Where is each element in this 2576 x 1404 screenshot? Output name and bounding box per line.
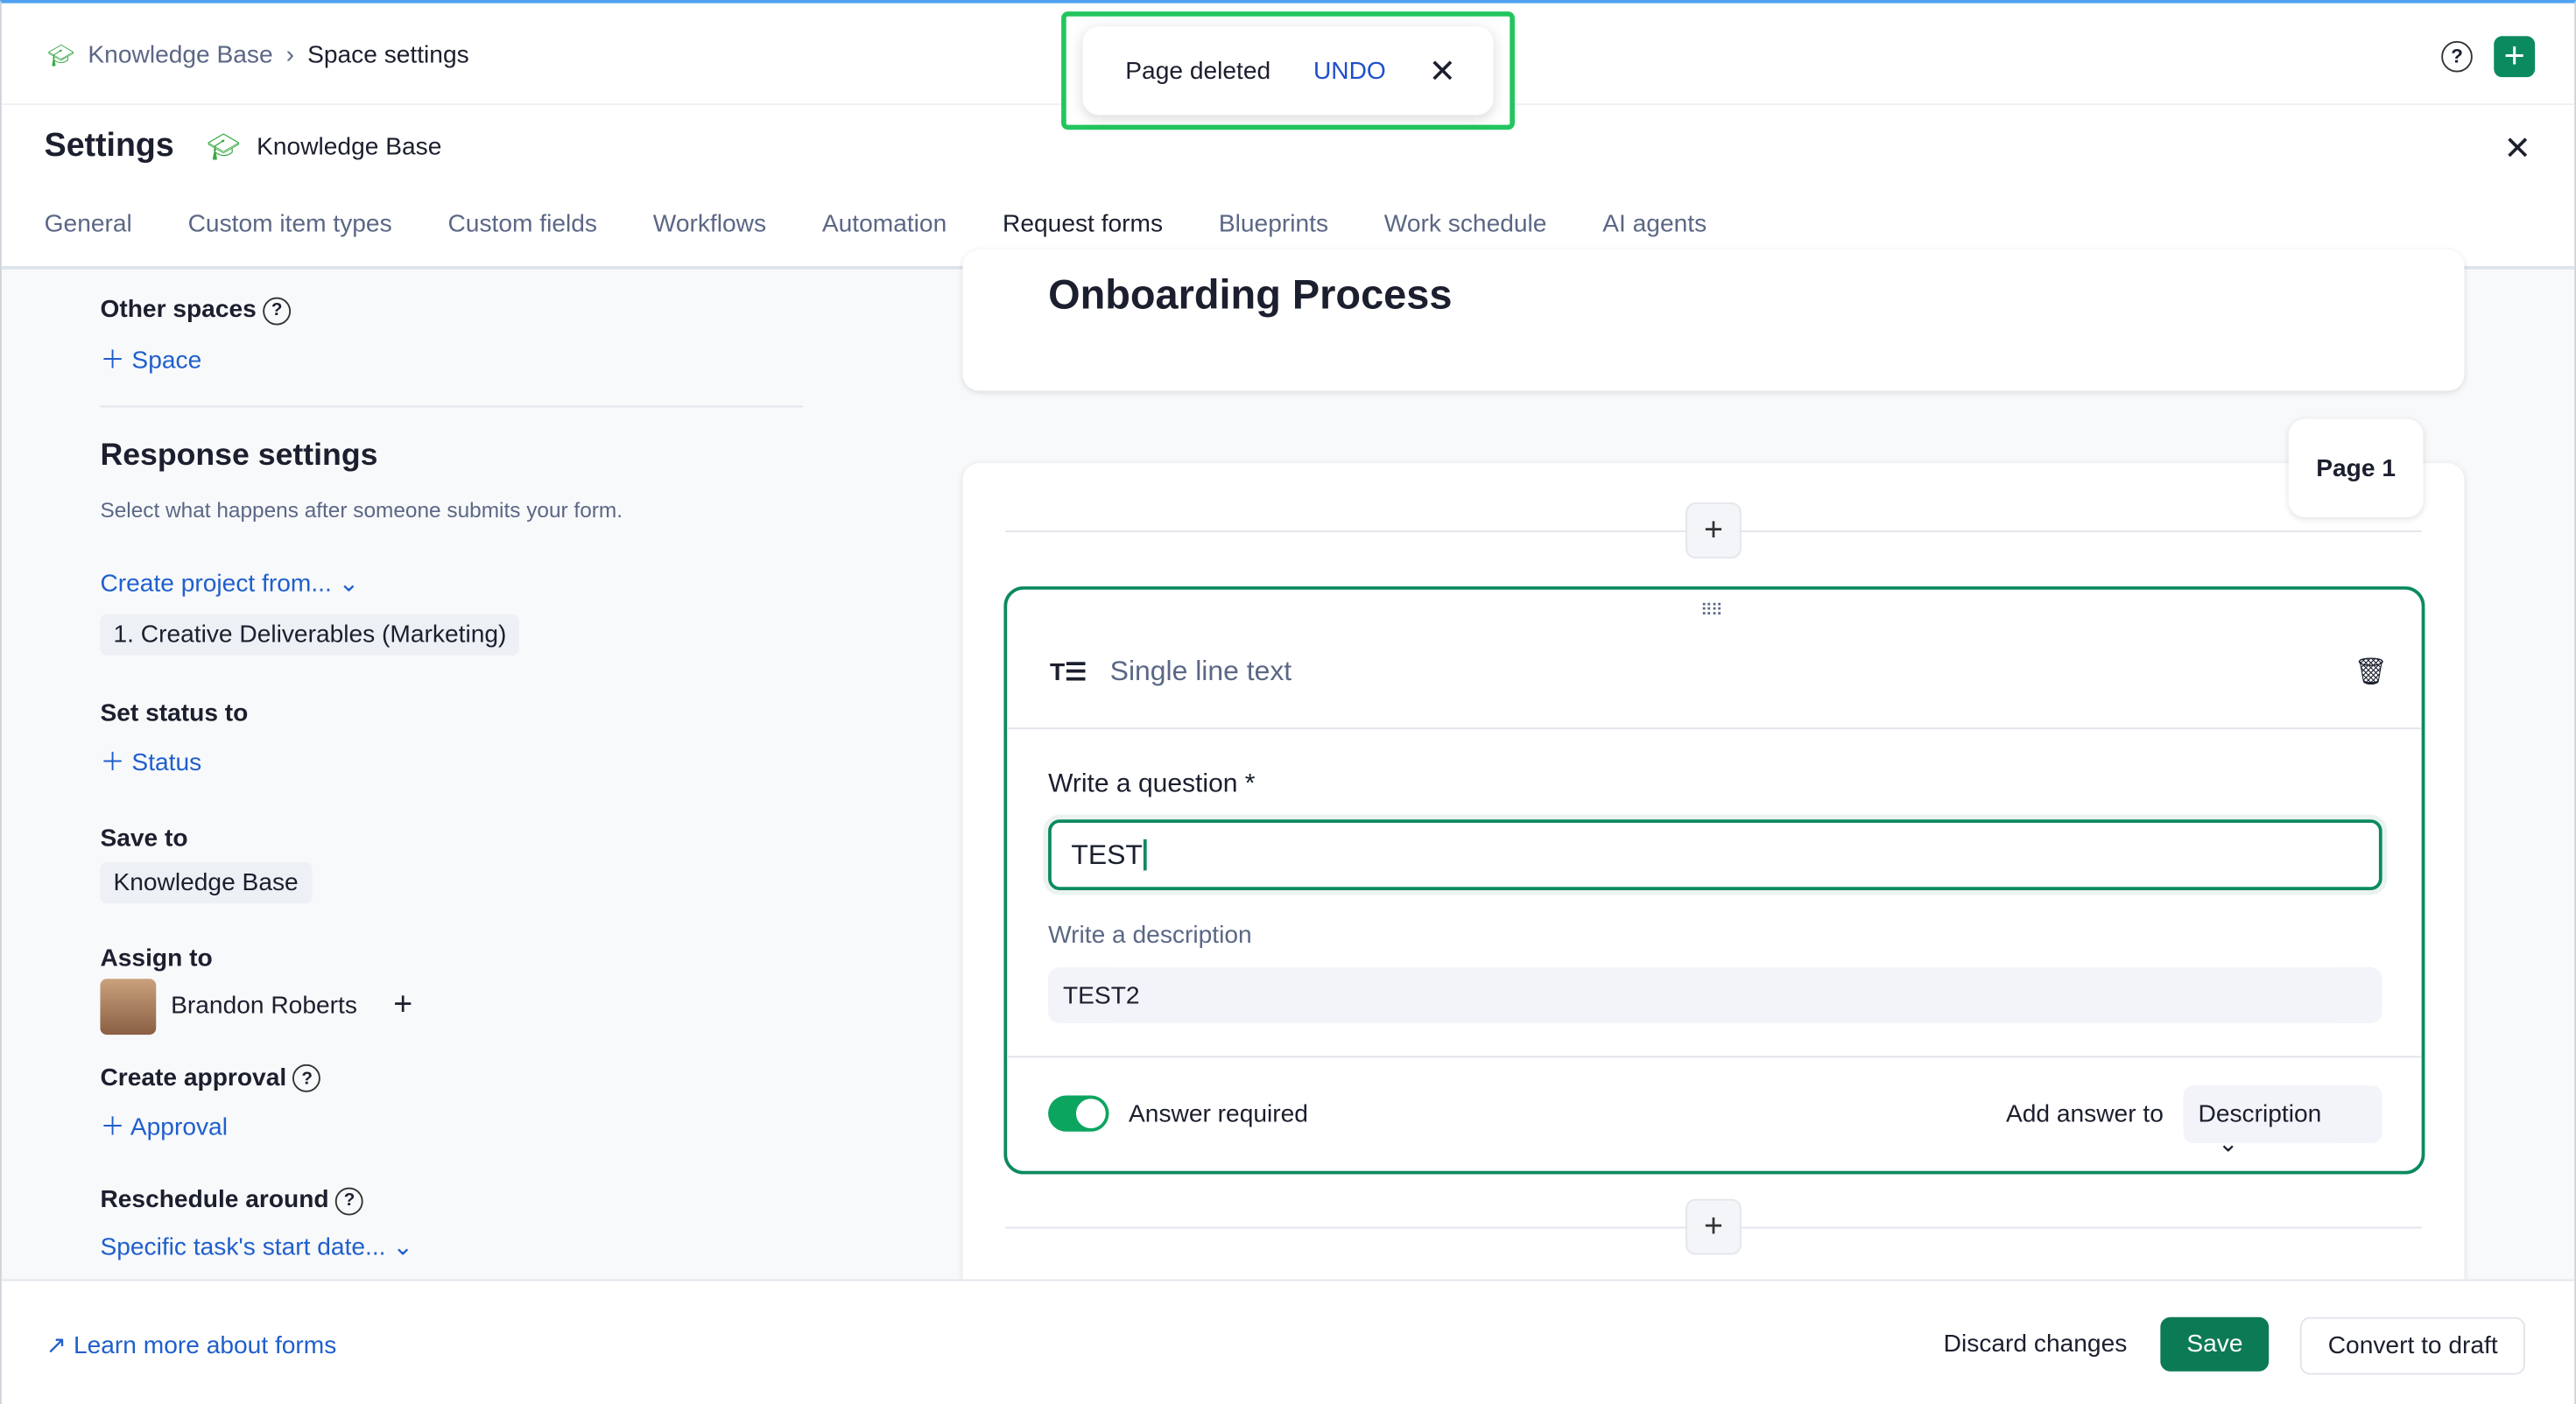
help-icon: ?	[335, 1186, 364, 1215]
discard-button[interactable]: Discard changes	[1943, 1330, 2128, 1358]
tab-blueprints[interactable]: Blueprints	[1218, 210, 1329, 239]
response-settings-title: Response settings	[100, 438, 378, 473]
description-input[interactable]: TEST2	[1048, 967, 2382, 1023]
tab-work-schedule[interactable]: Work schedule	[1383, 210, 1547, 239]
answer-required-toggle[interactable]	[1048, 1095, 1109, 1132]
tab-automation[interactable]: Automation	[821, 210, 947, 239]
tab-workflows[interactable]: Workflows	[652, 210, 767, 239]
space-name: Knowledge Base	[257, 132, 442, 161]
tab-custom-fields[interactable]: Custom fields	[447, 210, 597, 239]
page-tab[interactable]: Page 1	[2288, 418, 2424, 518]
external-link-icon: ↗︎	[46, 1331, 67, 1360]
footer: ↗︎ Learn more about forms Discard change…	[1, 1279, 2575, 1404]
close-settings-button[interactable]: ✕	[2503, 131, 2531, 168]
chevron-right-icon: ›	[285, 40, 295, 69]
assignee-name: Brandon Roberts	[171, 992, 357, 1021]
graduation-cap-icon: 🎓︎	[207, 133, 241, 162]
description-label: Write a description	[1048, 921, 1252, 950]
tab-ai-agents[interactable]: AI agents	[1602, 210, 1707, 239]
learn-more-link[interactable]: ↗︎ Learn more about forms	[46, 1331, 337, 1360]
graduation-cap-icon: 🎓︎	[47, 41, 75, 67]
add-answer-to-label: Add answer to	[2005, 1100, 2164, 1129]
save-to-chip[interactable]: Knowledge Base	[100, 861, 312, 903]
divider	[100, 404, 804, 407]
reschedule-label: Reschedule around?	[100, 1186, 803, 1215]
reschedule-dropdown[interactable]: Specific task's start date... ⌄	[100, 1232, 413, 1261]
text-field-icon: T☰	[1049, 658, 1087, 687]
convert-to-draft-button[interactable]: Convert to draft	[2299, 1316, 2526, 1375]
add-approval-link[interactable]: ＋ Approval	[100, 1113, 228, 1142]
left-panel: Other spaces? ＋ Space Response settings …	[100, 296, 804, 1261]
add-button[interactable]: +	[2494, 35, 2536, 78]
create-approval-label: Create approval?	[100, 1064, 803, 1092]
drag-handle-icon[interactable]: ⠿⠿	[1700, 602, 1723, 621]
save-to-label: Save to	[100, 824, 188, 852]
trash-icon[interactable]: 🗑︎	[2354, 658, 2388, 687]
form-title[interactable]: Onboarding Process	[1048, 272, 1453, 319]
chevron-down-icon: ⌄	[2218, 1129, 2239, 1158]
toast-message: Page deleted	[1125, 56, 1271, 85]
form-title-card: Onboarding Process	[962, 249, 2465, 391]
question-input[interactable]: TEST	[1048, 819, 2382, 890]
add-question-button[interactable]: +	[1686, 1198, 1742, 1255]
other-spaces-label: Other spaces?	[100, 296, 803, 325]
tab-general[interactable]: General	[44, 210, 132, 239]
close-icon[interactable]: ✕	[1428, 53, 1457, 90]
add-answer-to-dropdown[interactable]: Description ⌄	[2183, 1085, 2382, 1158]
help-icon: ?	[292, 1064, 321, 1092]
answer-required-label: Answer required	[1129, 1100, 1308, 1129]
create-project-dropdown[interactable]: Create project from... ⌄	[100, 569, 360, 598]
question-card: ⠿⠿ T☰ Single line text 🗑︎ Write a questi…	[1003, 586, 2425, 1175]
project-chip[interactable]: 1. Creative Deliverables (Marketing)	[100, 613, 520, 655]
assign-to-label: Assign to	[100, 943, 213, 972]
toast: Page deleted UNDO ✕	[1061, 11, 1515, 130]
tab-custom-item-types[interactable]: Custom item types	[187, 210, 392, 239]
tab-bar: General Custom item types Custom fields Wor…	[45, 210, 1707, 263]
add-assignee-icon[interactable]: +	[393, 986, 413, 1023]
response-settings-desc: Select what happens after someone submit…	[100, 496, 623, 522]
save-button[interactable]: Save	[2160, 1316, 2270, 1372]
add-question-button[interactable]: +	[1686, 502, 1742, 558]
undo-button[interactable]: UNDO	[1313, 56, 1386, 85]
help-icon: ?	[263, 296, 292, 325]
help-button[interactable]: ?	[2441, 40, 2473, 73]
breadcrumb-current: Space settings	[307, 40, 469, 69]
avatar	[100, 978, 157, 1035]
add-space-link[interactable]: ＋ Space	[100, 346, 202, 374]
set-status-label: Set status to	[100, 698, 249, 727]
add-status-link[interactable]: ＋ Status	[100, 748, 202, 776]
breadcrumb-root[interactable]: Knowledge Base	[88, 40, 273, 69]
page-title: Settings	[44, 128, 174, 165]
breadcrumb: 🎓︎ Knowledge Base › Space settings	[47, 41, 468, 69]
question-label: Write a question *	[1048, 769, 1256, 798]
field-type: Single line text	[1109, 655, 1292, 687]
